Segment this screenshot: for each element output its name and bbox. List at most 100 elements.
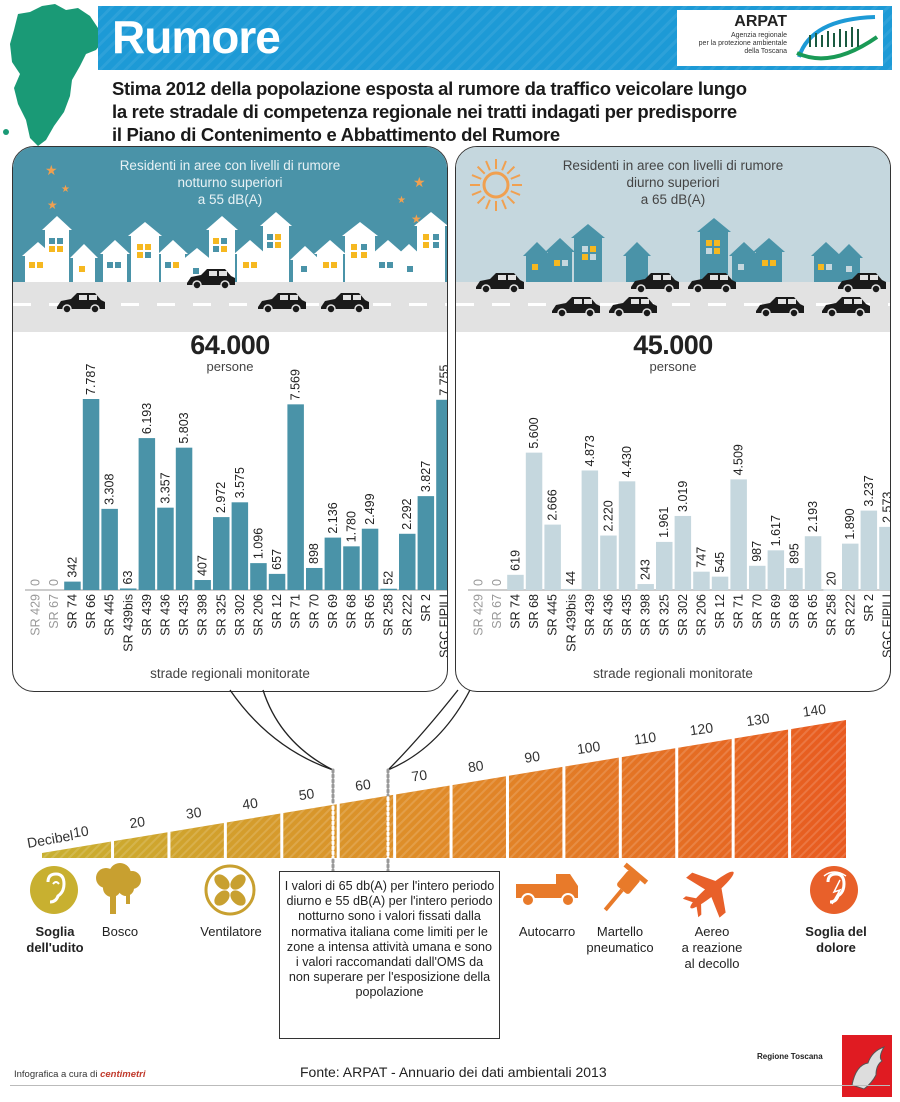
roof: [697, 218, 731, 232]
value-label: 657: [270, 549, 284, 570]
logo-sub-line: Agenzia regionale: [730, 32, 787, 39]
night-callout-tail: [229, 689, 334, 771]
value-label: 619: [508, 550, 522, 571]
subtitle-line: Stima 2012 della popolazione esposta al …: [112, 78, 747, 99]
star-icon: ★: [413, 174, 426, 190]
star-icon: ★: [61, 184, 70, 195]
value-label: 243: [639, 559, 653, 580]
bar: [842, 543, 859, 590]
car-icon: [631, 273, 679, 294]
roof: [42, 216, 72, 230]
value-label: 3.237: [862, 475, 876, 506]
window: [562, 260, 568, 266]
label-line: pneumatico: [586, 940, 654, 955]
category-label: SR 70: [307, 594, 321, 629]
category-label: SR 435: [177, 594, 191, 636]
value-label: 545: [713, 552, 727, 573]
car-icon: [258, 293, 306, 314]
value-label: 2.666: [546, 489, 560, 520]
day-callout-tail: [387, 689, 459, 771]
source-note: Fonte: ARPAT - Annuario dei dati ambient…: [300, 1064, 607, 1080]
category-label: SR 12: [713, 594, 727, 629]
decibel-label: Decibel: [26, 827, 75, 851]
bar: [138, 438, 156, 590]
window: [251, 262, 257, 268]
decibel-tick-label: 130: [745, 710, 771, 729]
window: [57, 238, 63, 244]
window: [57, 246, 63, 252]
label-line: dolore: [816, 940, 856, 955]
day-bar-chart: 0 SR 429 0 SR 67 619 SR 74 5.600 SR 68 2.666 SR 4…: [468, 417, 890, 658]
category-label: SR 436: [158, 594, 172, 636]
decibel-scale: 10 20 30 40 50 60 70 80 90 100 110 120 130 140 Decibe…: [26, 689, 846, 874]
house: [237, 254, 263, 282]
decibel-tick-label: 30: [185, 804, 203, 822]
bar: [343, 546, 360, 590]
category-label: SR 429: [28, 594, 42, 636]
window: [361, 244, 367, 250]
road-dashes: [13, 303, 447, 306]
value-label: 63: [121, 571, 135, 585]
label-line: Aereo: [694, 924, 730, 939]
window: [137, 252, 143, 258]
roof: [545, 238, 575, 252]
roof: [158, 240, 188, 254]
window: [361, 252, 367, 258]
tree-icon: [96, 863, 141, 914]
bar: [600, 535, 617, 590]
value-label: 2.499: [363, 493, 377, 524]
bar: [287, 404, 304, 590]
roof: [372, 240, 404, 254]
window: [582, 246, 588, 252]
category-label: SR 67: [490, 594, 504, 629]
bar: [618, 481, 636, 590]
night-callout-tail: [262, 689, 334, 771]
night-bar-chart: 0 SR 429 0 SR 67 342 SR 74 7.787 SR 66 3.308 SR 4…: [25, 364, 447, 658]
star-icon: ★: [45, 162, 58, 178]
category-label: SR 66: [84, 594, 98, 629]
category-label: SR 69: [769, 594, 783, 629]
bar: [250, 563, 267, 590]
caption-line: a 65 dB(A): [640, 192, 706, 207]
credit-brand: centimetri: [100, 1069, 146, 1080]
category-label: SR 222: [843, 594, 857, 636]
bar: [804, 536, 822, 590]
window: [331, 262, 337, 268]
window: [79, 266, 85, 272]
roof: [260, 212, 292, 226]
example-label-aereo: Aereo a reazione al decollo: [672, 924, 752, 972]
category-label: SR 435: [620, 594, 634, 636]
value-label: 7.755: [437, 364, 447, 395]
window: [213, 246, 219, 252]
value-label: 7.787: [84, 364, 98, 395]
label-line: Bosco: [101, 924, 139, 939]
bar: [268, 573, 286, 590]
caption-line: Residenti in aree con livelli di rumore: [119, 158, 341, 173]
bar: [82, 399, 100, 590]
category-label: SR 69: [326, 594, 340, 629]
window: [706, 248, 712, 254]
category-label: SR 206: [694, 594, 708, 636]
category-label: SR 439bis: [564, 594, 578, 652]
value-label: 3.357: [158, 472, 172, 503]
window: [582, 254, 588, 260]
category-label: SR 398: [196, 594, 210, 636]
window: [301, 266, 307, 272]
label-line: Autocarro: [518, 924, 576, 939]
decibel-tick-label: 90: [523, 748, 541, 766]
night-cars-layer: [57, 269, 369, 314]
roof: [128, 222, 162, 236]
pegasus-icon: [851, 1046, 886, 1090]
window: [762, 260, 768, 266]
bar: [157, 507, 174, 590]
pain-ear-icon: [810, 866, 858, 914]
category-label: SR 258: [825, 594, 839, 636]
category-label: SR 68: [344, 594, 358, 629]
value-label: 7.569: [289, 369, 303, 400]
window: [213, 238, 219, 244]
roof: [414, 212, 447, 226]
night-caption: Residenti in aree con livelli di rumore …: [13, 157, 447, 208]
value-label: 3.308: [103, 474, 117, 505]
roof: [206, 216, 238, 230]
value-label: 747: [694, 547, 708, 568]
